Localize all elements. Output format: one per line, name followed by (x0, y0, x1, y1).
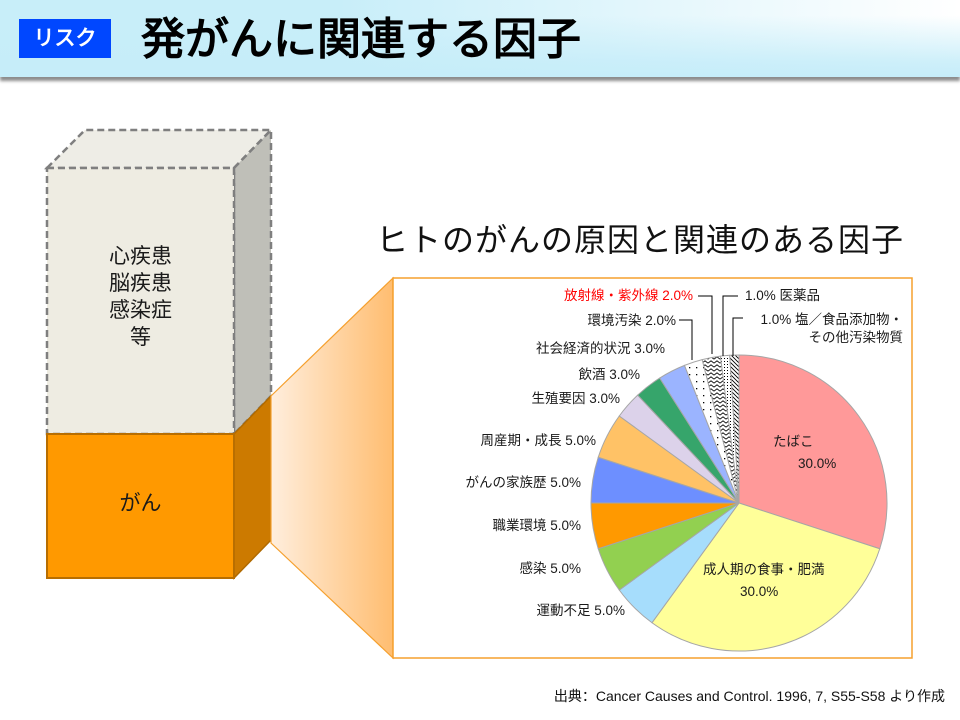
label-value: 3.0% (634, 341, 665, 356)
stacked-3d-bar (43, 126, 274, 580)
label-perinatal-growth: 周産期・成長 5.0% (480, 432, 596, 450)
label-value: 3.0% (609, 367, 640, 382)
source-citation: 出典：Cancer Causes and Control. 1996, 7, S… (553, 688, 945, 704)
label-value: 5.0% (594, 603, 625, 618)
label-line: その他汚染物質 (808, 330, 904, 345)
other-diseases-line: 感染症 (109, 299, 172, 322)
leader-lines (679, 295, 743, 360)
label-value: 5.0% (550, 518, 581, 533)
pie-slice-adult-diet-obesity (651, 502, 881, 652)
cancer-label: がん (119, 492, 162, 515)
label-value: 1.0% (745, 288, 776, 303)
label-text: 感染 (519, 561, 547, 576)
label-infection: 感染 5.0% (519, 560, 581, 578)
zoom-funnel (270, 276, 394, 660)
label-tobacco-value: 30.0% (798, 456, 837, 471)
label-value: 2.0% (645, 313, 676, 328)
label-value: 5.0% (565, 433, 596, 448)
label-value: 2.0% (662, 288, 693, 303)
label-text: 放射線・紫外線 (563, 288, 659, 303)
label-occupational-environment: 職業環境 5.0% (492, 517, 581, 535)
pie-chart (590, 354, 888, 652)
risk-badge: リスク (19, 19, 111, 58)
leader-line-medicine (722, 295, 738, 356)
page-title: 発がんに関連する因子 (141, 15, 581, 64)
label-alcohol: 飲酒 3.0% (578, 366, 640, 384)
label-text: 職業環境 (492, 518, 547, 533)
bar-upper-side-face (232, 126, 273, 438)
label-tobacco: たばこ (773, 434, 814, 449)
label-line: 1.0% 塩／食品添加物・ (760, 311, 903, 329)
label-text: 周産期・成長 (480, 433, 562, 448)
bar-top-face (43, 128, 274, 170)
label-lack-of-exercise: 運動不足 5.0% (536, 602, 625, 620)
leader-line-environmental-pollution (679, 319, 693, 360)
other-diseases-line: 等 (130, 326, 151, 349)
label-salt-food-additives: 1.0% 塩／食品添加物・ その他汚染物質 (760, 311, 903, 347)
pie-slice-tobacco (738, 354, 888, 550)
label-radiation-uv: 放射線・紫外線 2.0% (564, 287, 693, 305)
label-value: 3.0% (589, 391, 620, 406)
other-diseases-label: 心疾患 脳疾患 感染症 等 (47, 243, 234, 351)
chart-title: ヒトのがんの原因と関連のある因子 (376, 222, 905, 258)
label-adult-diet-obesity: 成人期の食事・肥満 (703, 562, 825, 577)
label-text: がんの家族歴 (465, 475, 547, 490)
bar-upper-front-face (45, 166, 236, 436)
header-bar: リスク 発がんに関連する因子 (0, 0, 960, 77)
label-text: 環境汚染 (587, 313, 642, 328)
bar-lower-front-face (46, 433, 235, 579)
label-text: 塩／食品添加物・ (795, 312, 903, 327)
label-socioeconomic-status: 社会経済的状況 3.0% (536, 340, 665, 358)
label-text: 医薬品 (779, 288, 821, 303)
label-medicine: 1.0% 医薬品 (745, 287, 820, 305)
label-reproductive-factors: 生殖要因 3.0% (531, 390, 620, 408)
other-diseases-line: 脳疾患 (109, 272, 172, 295)
label-value: 5.0% (550, 475, 581, 490)
label-environmental-pollution: 環境汚染 2.0% (587, 312, 676, 330)
leader-line-radiation-uv (698, 295, 713, 354)
label-text: 運動不足 (536, 603, 591, 618)
label-value: 5.0% (550, 561, 581, 576)
label-text: 飲酒 (578, 367, 606, 382)
other-diseases-line: 心疾患 (109, 245, 172, 268)
label-text: 社会経済的状況 (535, 341, 631, 356)
leader-line-salt-food-additives (732, 317, 743, 356)
label-text: 生殖要因 (531, 391, 586, 406)
label-adult-diet-obesity-value: 30.0% (740, 584, 779, 599)
label-family-history: がんの家族歴 5.0% (465, 474, 581, 492)
pie-slice-salt-food-additives-contaminants (729, 354, 740, 504)
label-value: 1.0% (760, 312, 792, 327)
